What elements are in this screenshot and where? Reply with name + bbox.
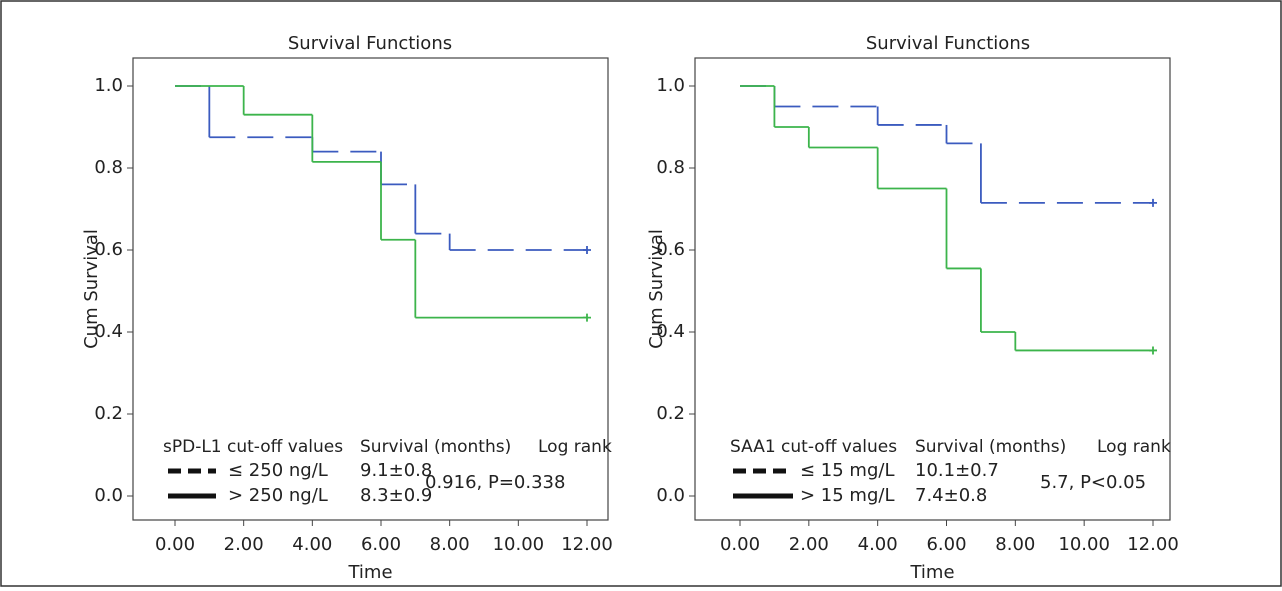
x-tick-label: 12.00	[561, 534, 613, 555]
y-axis-label: Cum Survival	[646, 229, 667, 349]
plot-frame	[694, 57, 1171, 521]
y-tick-label: 0.2	[94, 403, 123, 424]
legend-logrank-header: Log rank	[1097, 437, 1171, 457]
legend-label: > 15 mg/L	[800, 485, 894, 506]
legend-logrank-header: Log rank	[538, 437, 612, 457]
x-tick-label: 0.00	[720, 534, 760, 555]
legend-title: SAA1 cut-off values	[730, 437, 897, 457]
x-tick-label: 6.00	[926, 534, 966, 555]
censor-mark	[583, 313, 591, 322]
censor-mark	[1149, 346, 1157, 355]
x-tick-label: 6.00	[361, 534, 401, 555]
plot-frame	[132, 57, 609, 521]
legend-title: sPD-L1 cut-off values	[163, 437, 343, 457]
x-tick-label: 4.00	[858, 534, 898, 555]
y-tick-label: 1.0	[656, 75, 685, 96]
legend-survival: 7.4±0.8	[915, 485, 987, 506]
x-tick-label: 4.00	[292, 534, 332, 555]
x-axis-label: Time	[347, 562, 392, 583]
x-tick-label: 8.00	[995, 534, 1035, 555]
x-axis-label: Time	[909, 562, 954, 583]
censor-mark	[583, 246, 591, 254]
legend-logrank: 5.7, P<0.05	[1040, 472, 1146, 493]
chart-title: Survival Functions	[866, 33, 1030, 54]
y-axis-label: Cum Survival	[81, 229, 102, 349]
legend-survival: 10.1±0.7	[915, 460, 999, 481]
legend-label: > 250 ng/L	[228, 485, 328, 506]
x-tick-label: 10.00	[1058, 534, 1110, 555]
legend-label: ≤ 250 ng/L	[228, 460, 328, 481]
chart-title: Survival Functions	[288, 33, 452, 54]
y-tick-label: 0.4	[656, 321, 685, 342]
y-tick-label: 0.0	[94, 485, 123, 506]
x-tick-label: 8.00	[430, 534, 470, 555]
y-tick-label: 0.6	[94, 239, 123, 260]
y-tick-label: 0.8	[94, 157, 123, 178]
censor-mark	[1149, 198, 1157, 207]
y-tick-label: 0.4	[94, 321, 123, 342]
legend-survival: 8.3±0.9	[360, 485, 432, 506]
x-tick-label: 10.00	[493, 534, 545, 555]
x-tick-label: 2.00	[224, 534, 264, 555]
y-tick-label: 0.6	[656, 239, 685, 260]
x-tick-label: 12.00	[1127, 534, 1179, 555]
y-tick-label: 1.0	[94, 75, 123, 96]
y-tick-label: 0.8	[656, 157, 685, 178]
x-tick-label: 0.00	[155, 534, 195, 555]
legend-logrank: 0.916, P=0.338	[425, 472, 565, 493]
legend-label: ≤ 15 mg/L	[800, 460, 894, 481]
legend-survival: 9.1±0.8	[360, 460, 432, 481]
x-tick-label: 2.00	[789, 534, 829, 555]
legend-survival-header: Survival (months)	[915, 437, 1066, 457]
y-tick-label: 0.2	[656, 403, 685, 424]
y-tick-label: 0.0	[656, 485, 685, 506]
legend-survival-header: Survival (months)	[360, 437, 511, 457]
